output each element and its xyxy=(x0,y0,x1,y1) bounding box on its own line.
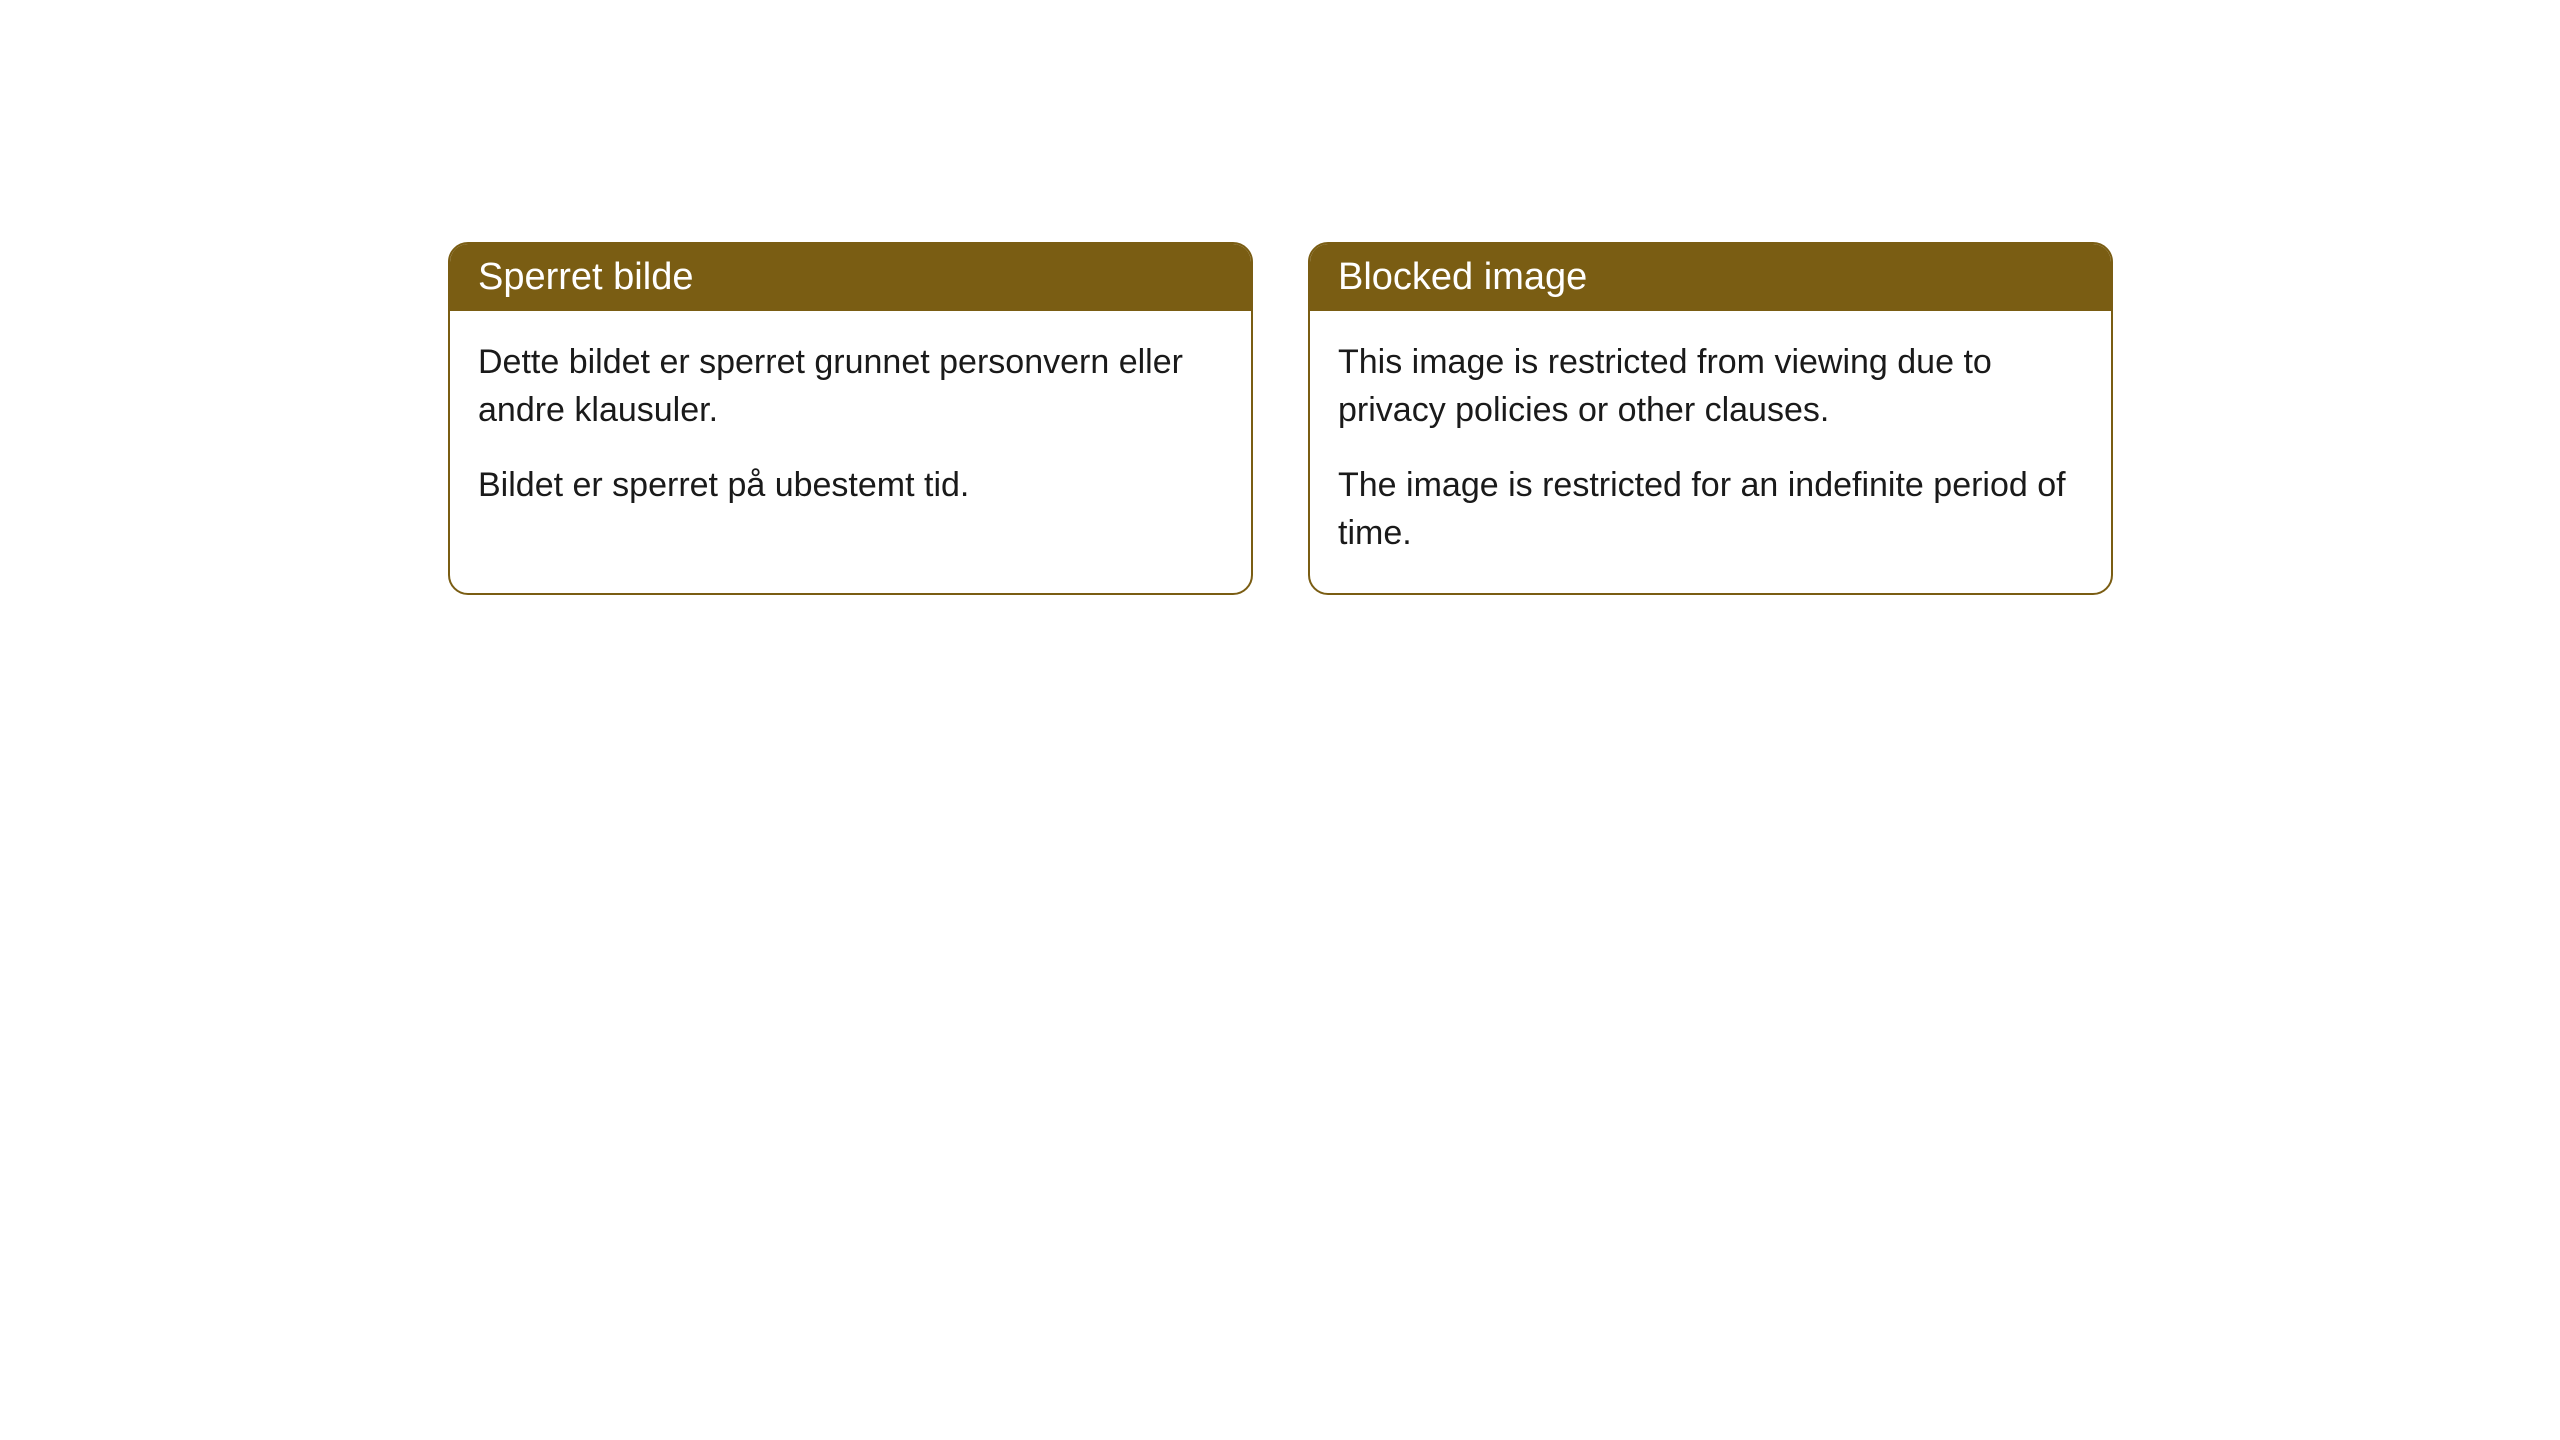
notice-card-norwegian: Sperret bilde Dette bildet er sperret gr… xyxy=(448,242,1253,595)
notice-paragraph-1-english: This image is restricted from viewing du… xyxy=(1338,339,2083,434)
notice-paragraph-2-norwegian: Bildet er sperret på ubestemt tid. xyxy=(478,462,1223,510)
notice-paragraph-1-norwegian: Dette bildet er sperret grunnet personve… xyxy=(478,339,1223,434)
notice-title-norwegian: Sperret bilde xyxy=(478,256,693,298)
notice-title-english: Blocked image xyxy=(1338,256,1587,298)
notice-container: Sperret bilde Dette bildet er sperret gr… xyxy=(448,242,2113,595)
notice-body-norwegian: Dette bildet er sperret grunnet personve… xyxy=(450,311,1251,546)
notice-header-english: Blocked image xyxy=(1310,244,2111,311)
notice-body-english: This image is restricted from viewing du… xyxy=(1310,311,2111,593)
notice-card-english: Blocked image This image is restricted f… xyxy=(1308,242,2113,595)
notice-header-norwegian: Sperret bilde xyxy=(450,244,1251,311)
notice-paragraph-2-english: The image is restricted for an indefinit… xyxy=(1338,462,2083,557)
